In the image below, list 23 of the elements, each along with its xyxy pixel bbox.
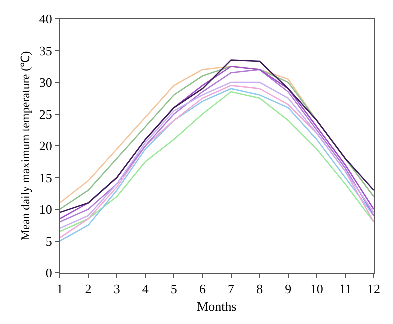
x-axis-title: Months [197, 299, 237, 314]
y-tick-label: 25 [39, 106, 52, 122]
x-tick-label: 10 [310, 282, 324, 297]
x-tick-label: 11 [339, 282, 352, 297]
y-tick-label: 5 [46, 234, 52, 249]
x-tick-label: 3 [114, 282, 120, 297]
x-tick-label: 2 [85, 282, 92, 297]
x-tick-label: 1 [56, 282, 64, 297]
y-tick-label: 40 [39, 12, 52, 27]
y-tick-label: 30 [39, 75, 52, 90]
y-tick-label: 10 [39, 202, 52, 218]
y-axis-title: Mean daily maximum temperature (℃) [18, 51, 33, 241]
x-tick-label: 6 [199, 282, 206, 297]
y-tick-label: 35 [39, 43, 52, 58]
x-tick-label: 7 [228, 282, 236, 297]
y-tick-label: 15 [39, 170, 52, 186]
x-tick-label: 5 [170, 282, 178, 297]
y-tick-label: 20 [39, 138, 52, 154]
x-tick-label: 8 [256, 282, 264, 297]
y-tick-label: 0 [46, 266, 52, 281]
x-tick-label: 4 [142, 282, 150, 297]
x-tick-label: 9 [285, 282, 292, 297]
x-tick-label: 12 [368, 282, 380, 297]
